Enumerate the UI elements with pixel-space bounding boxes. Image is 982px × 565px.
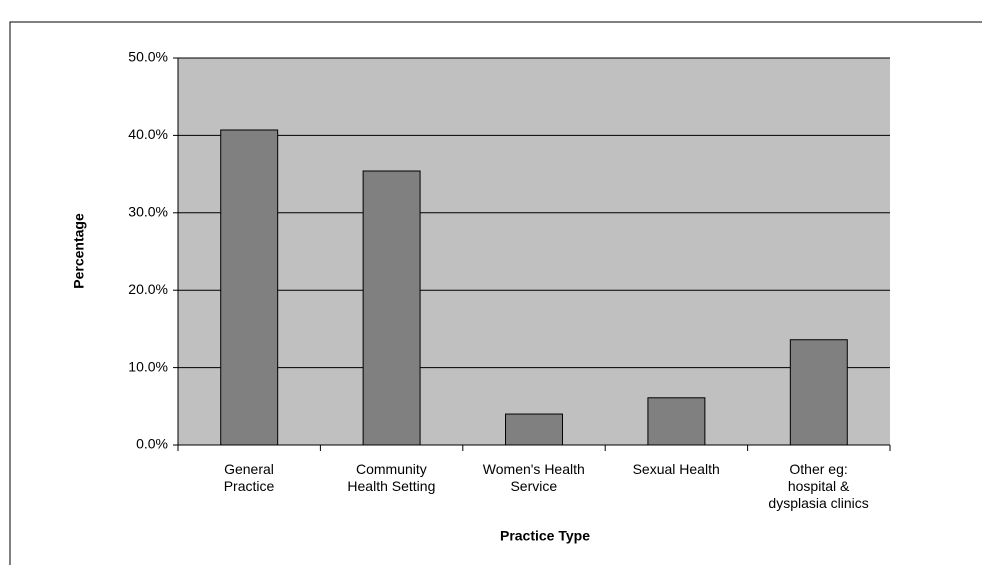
x-tick-label: Women's Health Service [482,461,585,494]
y-tick-label: 40.0% [128,126,168,142]
x-tick-label: Other eg: hospital & dysplasia clinics [768,461,869,511]
y-tick-label: 50.0% [128,49,168,65]
x-axis-label: Practice Type [500,528,590,544]
y-tick-label: 30.0% [128,204,168,220]
y-axis-label: Percentage [71,213,87,289]
y-tick-label: 0.0% [136,436,168,452]
y-tick-label: 20.0% [128,281,168,297]
bar [220,129,279,446]
y-tick-label: 10.0% [128,358,168,374]
x-tick-label: Community Health Setting [347,461,436,494]
x-tick-label: Sexual Health [632,461,720,477]
plot-area [178,58,890,445]
bar [505,413,563,446]
bar [647,397,706,446]
bar [362,170,421,446]
bar [789,339,848,446]
x-tick-label: General Practice [223,461,275,494]
